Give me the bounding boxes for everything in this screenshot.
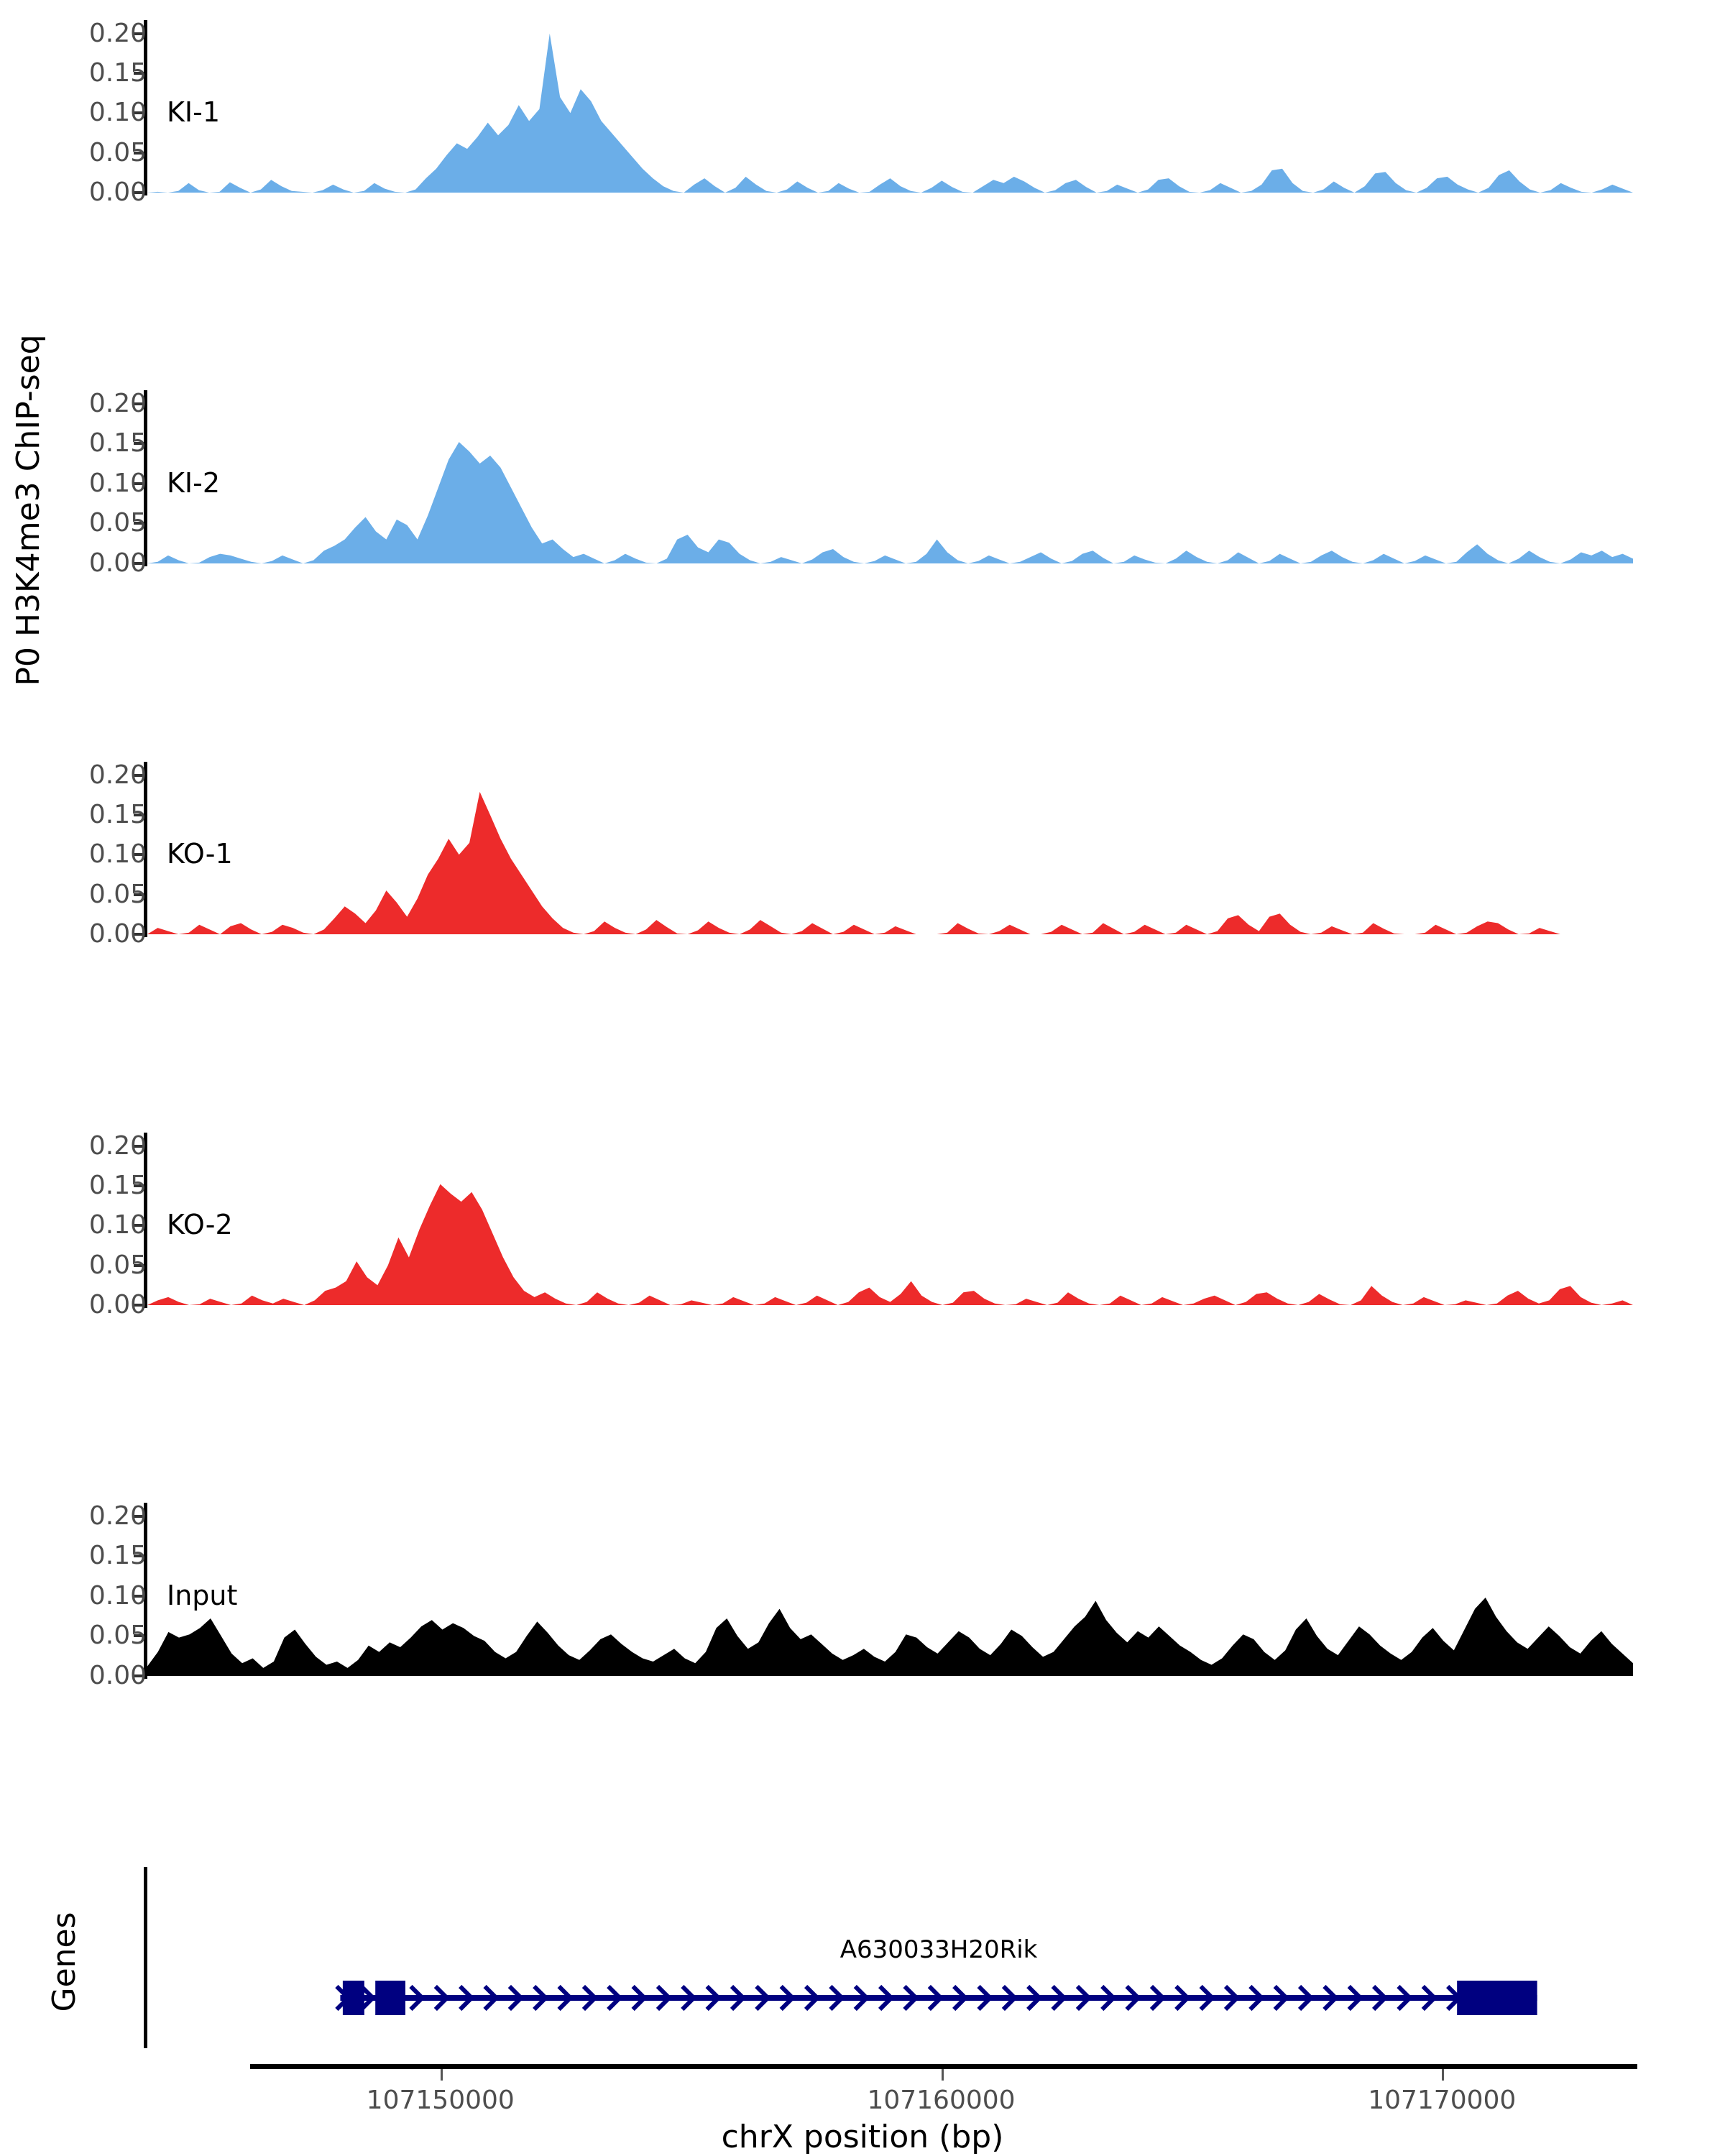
y-tick — [134, 1594, 144, 1598]
track-label-ki-1: KI-1 — [167, 96, 221, 129]
y-tick — [134, 893, 144, 896]
coverage-area-input — [147, 1598, 1633, 1676]
y-tick — [134, 151, 144, 155]
y-tick-label: 0.20 — [88, 18, 147, 48]
y-tick-label: 0.15 — [88, 1170, 147, 1200]
x-axis-title: chrX position (bp) — [721, 2119, 1004, 2155]
y-axis-spine — [144, 1133, 147, 1308]
coverage-area-ko-1 — [147, 791, 1633, 934]
track-label-input: Input — [167, 1579, 238, 1611]
coverage-area-ki-2 — [147, 442, 1633, 563]
y-tick — [134, 1634, 144, 1638]
track-ko-1: 0.20 0.15 0.10 0.05 0.00 KO-1 — [0, 742, 1725, 956]
y-tick-label: 0.20 — [88, 760, 147, 790]
gene-name-label: A630033H20Rik — [840, 1935, 1038, 1964]
gene-exon — [1457, 1981, 1537, 2015]
y-tick — [134, 813, 144, 816]
track-ki-1: 0.20 0.15 0.10 0.05 0.00 KI-1 — [0, 0, 1725, 214]
y-tick-label: 0.05 — [88, 508, 147, 538]
y-tick-label: 0.10 — [88, 1210, 147, 1240]
y-tick — [134, 1554, 144, 1558]
y-tick-label: 0.10 — [88, 1580, 147, 1611]
y-axis-spine — [144, 20, 147, 195]
y-tick-label: 0.15 — [88, 799, 147, 829]
y-tick — [134, 1674, 144, 1677]
y-tick-label: 0.15 — [88, 428, 147, 459]
y-tick — [134, 853, 144, 857]
y-tick-label: 0.10 — [88, 839, 147, 870]
y-tick — [134, 933, 144, 936]
gene-exon — [342, 1981, 364, 2015]
y-tick-label: 0.05 — [88, 1621, 147, 1651]
y-tick — [134, 773, 144, 777]
y-axis-spine — [144, 762, 147, 937]
track-ko-2: 0.20 0.15 0.10 0.05 0.00 KO-2 — [0, 1112, 1725, 1327]
x-axis-line — [250, 2064, 1637, 2069]
coverage-area-ko-2 — [147, 1184, 1633, 1305]
x-tick — [440, 2069, 443, 2081]
y-tick — [134, 111, 144, 115]
y-tick-label: 0.00 — [88, 919, 147, 949]
y-tick-label: 0.20 — [88, 1501, 147, 1531]
y-tick — [134, 1304, 144, 1307]
genes-panel-spine — [144, 1867, 147, 2048]
y-tick-label: 0.00 — [88, 1290, 147, 1319]
y-tick — [134, 71, 144, 75]
track-input: 0.20 0.15 0.10 0.05 0.00 Input — [0, 1483, 1725, 1697]
y-tick-label: 0.20 — [88, 1130, 147, 1161]
y-axis-spine — [144, 1503, 147, 1679]
y-tick — [134, 522, 144, 525]
y-tick-label: 0.10 — [88, 468, 147, 498]
y-tick — [134, 32, 144, 35]
y-axis-spine — [144, 390, 147, 566]
y-tick-label: 0.00 — [88, 178, 147, 207]
track-ki-2: 0.20 0.15 0.10 0.05 0.00 KI-2 — [0, 370, 1725, 585]
y-tick-label: 0.10 — [88, 98, 147, 128]
y-tick — [134, 191, 144, 194]
track-label-ki-2: KI-2 — [167, 466, 221, 499]
y-tick — [134, 482, 144, 485]
y-tick — [134, 1224, 144, 1227]
gene-exon — [375, 1981, 405, 2015]
y-tick — [134, 1514, 144, 1518]
x-tick-label: 107160000 — [867, 2086, 1016, 2115]
y-tick — [134, 402, 144, 405]
y-tick-label: 0.00 — [88, 548, 147, 578]
gene-model — [335, 1981, 1537, 2015]
y-tick-label: 0.05 — [88, 879, 147, 909]
y-tick-label: 0.15 — [88, 1541, 147, 1571]
y-tick — [134, 442, 144, 446]
x-tick-label: 107170000 — [1368, 2086, 1517, 2115]
y-tick-label: 0.15 — [88, 57, 147, 88]
y-tick — [134, 1144, 144, 1148]
track-label-ko-2: KO-2 — [167, 1209, 233, 1241]
coverage-area-ki-1 — [147, 33, 1633, 193]
y-tick-label: 0.00 — [88, 1661, 147, 1690]
y-tick — [134, 1184, 144, 1187]
x-tick — [1442, 2069, 1445, 2081]
y-tick-label: 0.05 — [88, 1250, 147, 1280]
y-tick — [134, 562, 144, 565]
x-tick — [941, 2069, 944, 2081]
x-tick-label: 107150000 — [366, 2086, 515, 2115]
y-tick-label: 0.20 — [88, 388, 147, 418]
track-label-ko-1: KO-1 — [167, 838, 233, 870]
genes-axis-label: Genes — [46, 1912, 83, 2012]
y-tick-label: 0.05 — [88, 137, 147, 167]
y-tick — [134, 1263, 144, 1267]
